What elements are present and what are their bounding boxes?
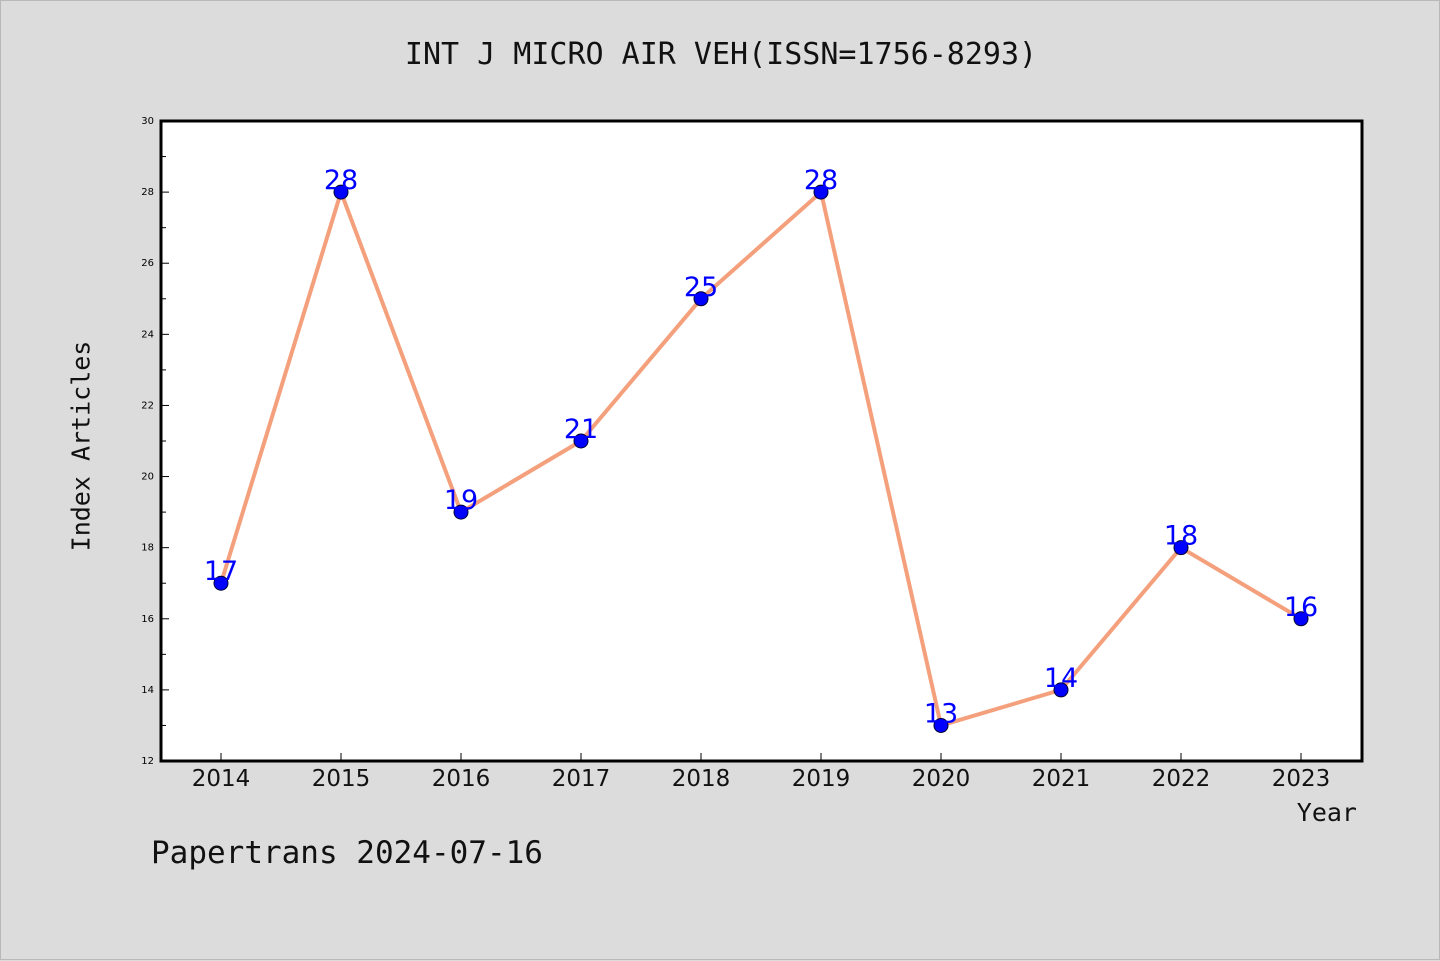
data-point [1053, 682, 1069, 698]
data-label: 18 [1164, 521, 1198, 552]
x-tick-label: 2020 [912, 766, 971, 792]
y-tick-label: 28 [141, 187, 154, 198]
series-line [219, 190, 1303, 728]
data-label: 14 [1044, 663, 1078, 694]
y-tick-label: 16 [141, 614, 154, 625]
data-label: 21 [564, 414, 598, 445]
chart-title: INT J MICRO AIR VEH(ISSN=1756-8293) [404, 37, 1038, 72]
data-point [213, 575, 229, 591]
data-point [333, 184, 349, 200]
plot-border [159, 119, 1364, 763]
x-tick-label: 2017 [552, 766, 611, 792]
y-tick-label: 30 [141, 116, 154, 127]
x-tick-label: 2016 [432, 766, 491, 792]
data-point [933, 717, 949, 733]
x-tick-label: 2018 [672, 766, 731, 792]
plot-area [161, 121, 1362, 761]
x-tick-label: 2019 [792, 766, 851, 792]
y-tick-label: 14 [141, 685, 154, 696]
y-tick-label: 22 [141, 400, 154, 411]
data-label: 17 [204, 556, 238, 587]
x-tick-label: 2023 [1272, 766, 1331, 792]
data-label: 28 [804, 165, 838, 196]
data-label: 16 [1284, 592, 1318, 623]
data-point [693, 291, 709, 307]
x-tick-label: 2014 [192, 766, 251, 792]
data-point [813, 184, 829, 200]
x-tick-label: 2015 [312, 766, 371, 792]
x-tick-label: 2022 [1152, 766, 1211, 792]
data-point [453, 504, 469, 520]
data-label: 19 [444, 485, 478, 516]
y-tick-label: 20 [141, 472, 154, 483]
footer-note: Papertrans 2024-07-16 [151, 835, 543, 871]
data-point [1293, 611, 1309, 627]
data-label: 13 [924, 698, 958, 729]
data-point [573, 433, 589, 449]
y-tick-label: 24 [141, 329, 154, 340]
y-tick-label: 18 [141, 543, 154, 554]
x-axis-title: Year [1296, 798, 1357, 827]
data-label: 25 [684, 272, 718, 303]
data-label: 28 [324, 165, 358, 196]
data-point [1173, 540, 1189, 556]
x-tick-label: 2021 [1032, 766, 1091, 792]
y-tick-label: 12 [141, 756, 154, 767]
y-tick-label: 26 [141, 258, 154, 269]
